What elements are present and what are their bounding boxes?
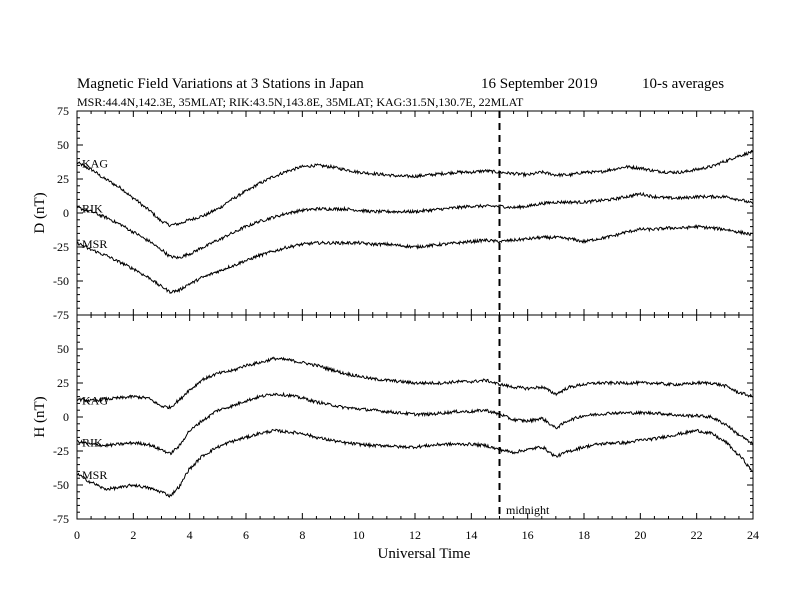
- station-info-subtitle: MSR:44.4N,142.3E, 35MLAT; RIK:43.5N,143.…: [77, 95, 524, 109]
- y-tick-label: -50: [53, 274, 69, 288]
- y-tick-label: 0: [63, 410, 69, 424]
- x-tick-label: 6: [243, 528, 249, 542]
- chart-title: Magnetic Field Variations at 3 Stations …: [77, 76, 364, 92]
- series-label-msr: MSR: [82, 468, 107, 482]
- y-tick-label: 75: [57, 104, 69, 118]
- y-tick-label: 25: [57, 376, 69, 390]
- y-tick-label: -25: [53, 240, 69, 254]
- y-tick-label: -50: [53, 478, 69, 492]
- traces-layer: [76, 149, 754, 498]
- y-tick-label: -25: [53, 444, 69, 458]
- series-label-rik: RIK: [82, 202, 103, 216]
- midnight-label: midnight: [506, 503, 550, 517]
- x-tick-label: 8: [299, 528, 305, 542]
- x-axis-label: Universal Time: [378, 546, 471, 562]
- x-tick-label: 10: [353, 528, 365, 542]
- x-tick-label: 20: [634, 528, 646, 542]
- trace-h-rik: [76, 391, 754, 456]
- trace-d-kag: [76, 149, 754, 228]
- series-label-msr: MSR: [82, 237, 107, 251]
- y-axis-label-h: H (nT): [32, 396, 48, 437]
- x-tick-label: 18: [578, 528, 590, 542]
- series-label-kag: KAG: [82, 157, 108, 171]
- x-tick-label: 0: [74, 528, 80, 542]
- series-label-rik: RIK: [82, 435, 103, 449]
- chart-date: 16 September 2019: [481, 76, 598, 92]
- x-tick-label: 14: [465, 528, 477, 542]
- trace-h-kag: [76, 356, 754, 410]
- chart-averaging: 10-s averages: [642, 76, 724, 92]
- x-tick-label: 24: [747, 528, 759, 542]
- y-tick-label: -75: [53, 512, 69, 526]
- x-tick-label: 16: [522, 528, 534, 542]
- y-axis-label-d: D (nT): [32, 192, 48, 233]
- y-tick-label: -75: [53, 308, 69, 322]
- x-tick-label: 22: [691, 528, 703, 542]
- x-tick-label: 4: [187, 528, 193, 542]
- y-tick-label: 0: [63, 206, 69, 220]
- y-tick-label: 50: [57, 138, 69, 152]
- trace-d-msr: [76, 224, 754, 294]
- y-tick-label: 25: [57, 172, 69, 186]
- labels-layer: D (nT) KAG RIK MSR H (nT) KAG RIK MSR: [32, 157, 108, 482]
- trace-d-rik: [76, 191, 754, 260]
- panel-frame-d: [76, 110, 754, 316]
- x-tick-label: 2: [130, 528, 136, 542]
- trace-h-msr: [76, 428, 754, 498]
- series-label-kag: KAG: [82, 393, 108, 407]
- x-tick-label: 12: [409, 528, 421, 542]
- y-tick-label: 50: [57, 342, 69, 356]
